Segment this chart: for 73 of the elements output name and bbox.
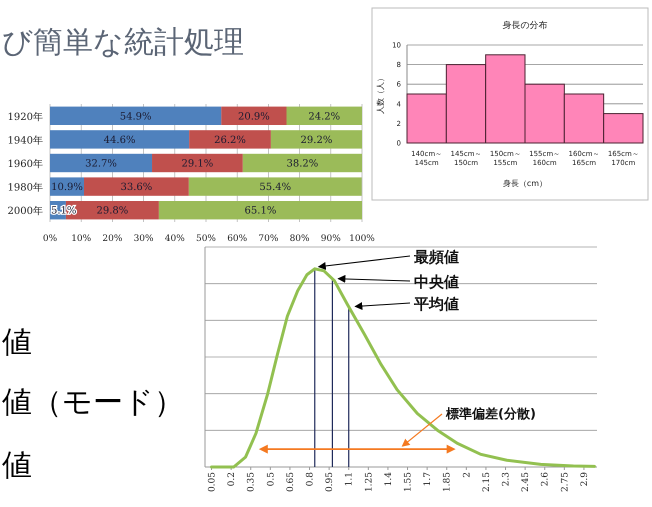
x-tick-label: 0.35: [246, 472, 257, 492]
x-tick-label: 0.95: [325, 472, 336, 492]
text: 値（モード）: [2, 385, 184, 420]
bar: [158, 200, 362, 220]
data-label: 20.9%: [238, 111, 270, 122]
bar: [286, 106, 362, 126]
x-tick-label: 1.4: [384, 472, 394, 486]
annotation: 標準偏差(分散): [445, 407, 536, 422]
x-tick-label: 60%: [227, 234, 248, 244]
bar: [270, 130, 362, 149]
x-tick-label: 1.7: [423, 472, 434, 486]
x-tick-label: 0.05: [208, 472, 218, 492]
y-tick-label: 1940年: [8, 134, 43, 146]
x-tick-label: 2.6: [540, 472, 551, 486]
y-tick-label: 1960年: [8, 158, 43, 170]
bar: [50, 154, 152, 172]
x-tick-label: 90%: [320, 234, 342, 244]
y-axis-title: 人数（人）: [376, 74, 385, 114]
data-label: 55.4%: [259, 182, 292, 194]
x-tick-label: 1.1: [344, 472, 355, 486]
x-tick-label: 70%: [258, 234, 279, 244]
annotation: 平均値: [413, 295, 459, 313]
x-tick-label: 20%: [102, 234, 123, 244]
x-tick-label: 2: [462, 472, 472, 478]
data-label: 10.9%: [51, 182, 83, 194]
data-label: 24.2%: [308, 111, 340, 122]
data-label: 29.1%: [182, 158, 214, 170]
y-tick-label: 1920年: [8, 110, 43, 123]
x-tick-label: 100%: [349, 234, 376, 244]
x-tick-label: 50%: [196, 234, 216, 244]
chart-title: 身長の分布: [502, 20, 548, 31]
x-tick-label: 2.9: [580, 472, 590, 486]
bar: [50, 130, 190, 149]
x-tick-label: 0.2: [227, 472, 238, 486]
bar: [242, 154, 362, 172]
data-label: 29.2%: [300, 134, 332, 146]
text: び簡単な統計処理: [2, 25, 244, 60]
annotation: 最頻値: [413, 248, 459, 266]
x-tick-label: 1.55: [404, 472, 414, 492]
x-tick-label: 10%: [71, 234, 92, 244]
x-tick-label: 30%: [134, 234, 154, 244]
x-tick-label: 0.65: [286, 472, 296, 492]
y-tick-label: 1980年: [8, 182, 43, 194]
x-tick-label: 1.25: [364, 472, 374, 492]
data-label: 54.9%: [120, 111, 152, 122]
data-label: 32.7%: [85, 158, 117, 170]
data-label: 33.6%: [120, 182, 152, 194]
bar: [50, 106, 222, 126]
x-tick-label: 2.45: [521, 472, 532, 492]
annotation: 中央値: [414, 273, 459, 291]
data-label: 26.2%: [214, 134, 246, 146]
x-tick-label: 2.3: [502, 472, 512, 486]
x-tick-label: 1.85: [442, 472, 453, 492]
bar: [152, 154, 243, 172]
bar: [84, 177, 189, 196]
data-label: 44.6%: [104, 134, 136, 146]
text: 値: [2, 325, 32, 360]
x-tick-label: 0.5: [266, 472, 276, 486]
bar: [189, 130, 271, 149]
bar: [188, 177, 362, 196]
y-tick-label: 2000年: [8, 205, 43, 218]
x-tick-label: 0%: [42, 234, 58, 244]
data-label: 38.2%: [286, 158, 318, 170]
x-tick-label: 40%: [164, 234, 186, 244]
data-label: 65.1%: [244, 206, 276, 217]
bar: [221, 106, 286, 126]
x-tick-label: 2.75: [560, 472, 570, 492]
x-axis-title: 身長（cm）: [502, 179, 548, 188]
text: 値: [2, 448, 32, 483]
x-tick-label: 2.15: [482, 472, 492, 492]
x-tick-label: 80%: [290, 234, 310, 244]
x-tick-label: 0.8: [306, 472, 316, 486]
data-label: 29.8%: [96, 206, 128, 217]
